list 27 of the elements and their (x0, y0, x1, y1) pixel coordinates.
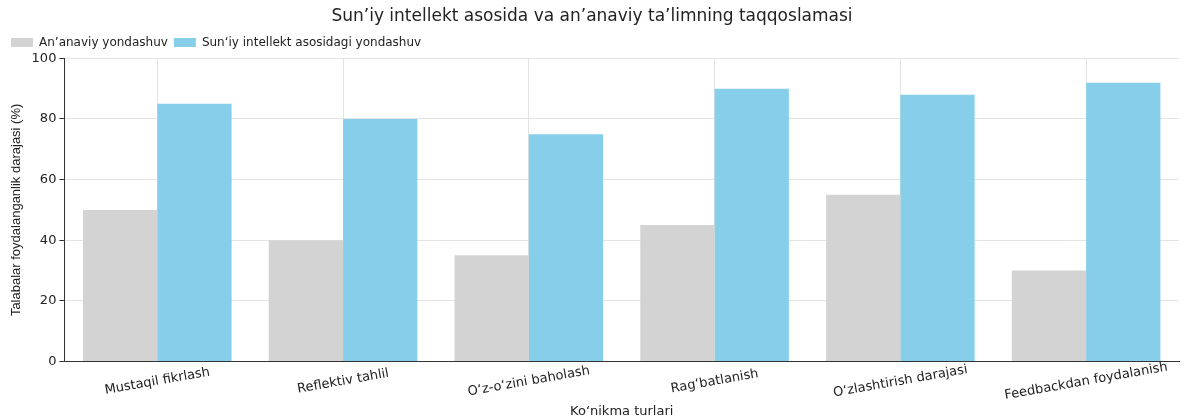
bar (343, 119, 418, 361)
bar (900, 94, 975, 361)
x-tick-label: O‘z-o‘zini baholash (466, 362, 591, 399)
x-tick-label: O‘zlashtirish darajasi (831, 361, 969, 400)
y-tick-label: 80 (39, 110, 57, 126)
bar (82, 209, 158, 361)
legend-label: Sun‘iy intellekt asosidagi yondashuv (201, 34, 422, 49)
x-axis-title: Ko‘nikma turlari (570, 402, 674, 418)
legend-label: An’anaviy yondashuv (39, 34, 168, 49)
chart-title: Sun’iy intellekt asosida va an’anaviy ta’limning taqqoslamasi (331, 4, 853, 25)
x-tick-label: Reflektiv tahlil (295, 364, 390, 396)
bar (640, 225, 715, 361)
y-tick-label: 20 (39, 292, 57, 308)
bar (528, 134, 604, 361)
bar (1086, 82, 1161, 361)
y-tick-label: 40 (39, 231, 57, 247)
bar (826, 194, 901, 361)
bar (157, 103, 232, 361)
y-tick-label: 60 (39, 170, 57, 186)
bar (454, 255, 529, 361)
bar (1011, 270, 1087, 361)
bar (268, 240, 344, 361)
y-tick-label: 0 (48, 352, 57, 368)
x-tick-label: Mustaqil fikrlash (103, 363, 211, 397)
bar (714, 88, 789, 361)
y-axis-title: Talabalar foydalanganlik darajasi (%) (8, 103, 24, 317)
y-tick-label: 100 (31, 49, 57, 65)
